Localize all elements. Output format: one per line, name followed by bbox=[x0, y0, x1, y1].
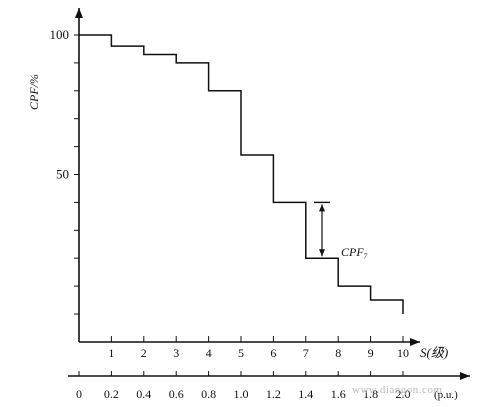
x-tick-label: 1 bbox=[108, 346, 114, 360]
secondary-x-axis-arrow bbox=[460, 372, 470, 380]
x-tick-label: 5 bbox=[238, 346, 244, 360]
secondary-x-tick-label: 1.6 bbox=[331, 387, 346, 401]
cpf-step-line bbox=[79, 34, 404, 314]
secondary-x-tick-label: 1.0 bbox=[234, 387, 249, 401]
x-tick-label: 4 bbox=[206, 346, 212, 360]
watermark-text: www.diangon.com bbox=[352, 384, 443, 396]
y-axis-label: CPF/% bbox=[27, 74, 41, 110]
y-tick-label: 100 bbox=[50, 27, 70, 42]
y-axis-arrow bbox=[75, 8, 83, 18]
secondary-x-tick-label: 0 bbox=[76, 387, 82, 401]
secondary-x-tick-label: 1.4 bbox=[298, 387, 313, 401]
x-axis-arrow bbox=[410, 338, 420, 346]
secondary-x-tick-label: 0.2 bbox=[104, 387, 119, 401]
x-tick-label: 7 bbox=[303, 346, 309, 360]
secondary-x-tick-label: 0.4 bbox=[136, 387, 151, 401]
x-axis-label: S(级) bbox=[420, 345, 448, 360]
x-tick-label: 9 bbox=[368, 346, 374, 360]
x-tick-label: 3 bbox=[173, 346, 179, 360]
series-steps bbox=[79, 34, 404, 314]
secondary-x-tick-label: 1.8 bbox=[363, 387, 378, 401]
tick-marks bbox=[74, 34, 404, 376]
annotation-arrow-up bbox=[319, 204, 325, 212]
x-tick-label: 10 bbox=[397, 346, 409, 360]
y-tick-label: 50 bbox=[56, 167, 69, 182]
x-tick-label: 6 bbox=[270, 346, 276, 360]
x-tick-label: 2 bbox=[141, 346, 147, 360]
annotation-group: CPF₇ bbox=[314, 201, 368, 259]
secondary-x-tick-label: 1.2 bbox=[266, 387, 281, 401]
annotation-label: CPF₇ bbox=[341, 245, 368, 259]
axes bbox=[68, 8, 470, 380]
secondary-axis-unit: (p.u.) bbox=[434, 389, 458, 401]
x-tick-label: 8 bbox=[335, 346, 341, 360]
secondary-x-tick-label: 0.8 bbox=[201, 387, 216, 401]
secondary-x-tick-label: 0.6 bbox=[169, 387, 184, 401]
secondary-x-tick-label: 2.0 bbox=[396, 387, 411, 401]
annotation-arrow-down bbox=[319, 249, 325, 257]
